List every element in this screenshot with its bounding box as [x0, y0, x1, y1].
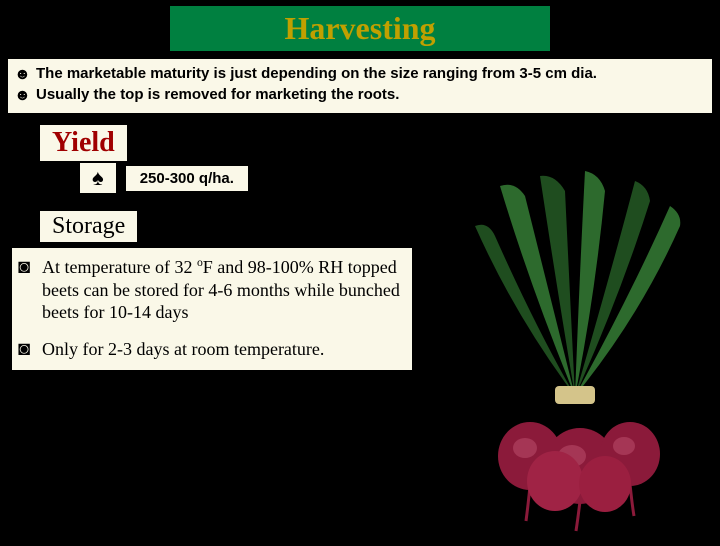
beet-image: [420, 166, 720, 536]
square-icon: ◙: [18, 338, 42, 360]
storage-box: ◙ At temperature of 32 oF and 98-100% RH…: [12, 248, 412, 370]
spade-icon: ♠: [80, 163, 116, 193]
storage-item: ◙ Only for 2-3 days at room temperature.: [18, 338, 402, 361]
storage-title: Storage: [40, 211, 137, 242]
square-icon: ◙: [18, 256, 42, 278]
page-title: Harvesting: [170, 6, 550, 51]
harvesting-box: ☻ The marketable maturity is just depend…: [8, 59, 712, 113]
harvest-item: ☻ Usually the top is removed for marketi…: [14, 86, 704, 105]
harvest-item: ☻ The marketable maturity is just depend…: [14, 65, 704, 84]
storage-text: At temperature of 32 oF and 98-100% RH t…: [42, 256, 402, 324]
storage-item: ◙ At temperature of 32 oF and 98-100% RH…: [18, 256, 402, 324]
harvest-text: Usually the top is removed for marketing…: [36, 86, 704, 104]
yield-title: Yield: [40, 125, 127, 161]
bullet-icon: ☻: [14, 65, 36, 84]
yield-value: 250-300 q/ha.: [126, 166, 248, 191]
harvest-text: The marketable maturity is just dependin…: [36, 65, 704, 83]
bullet-icon: ☻: [14, 86, 36, 105]
storage-text: Only for 2-3 days at room temperature.: [42, 338, 402, 361]
